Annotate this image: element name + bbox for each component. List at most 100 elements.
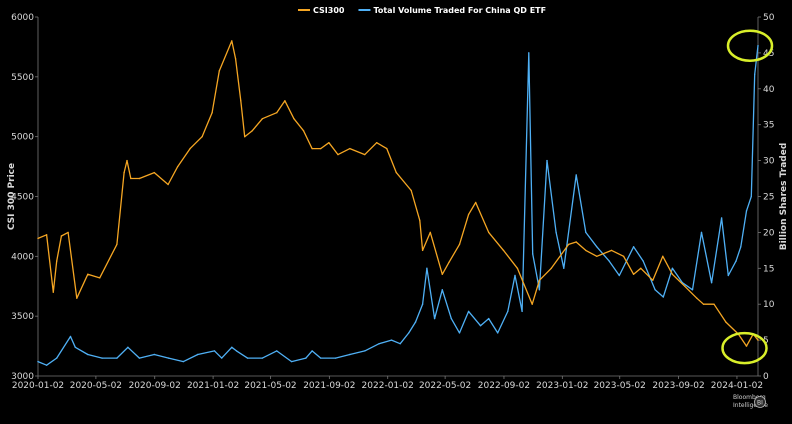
- annotation-circle-volume-peak: [726, 29, 774, 62]
- point-etf-volume: [745, 210, 748, 212]
- y-right-tick-label: 40: [763, 85, 775, 95]
- point-etf-volume: [671, 267, 674, 269]
- point-csi300: [52, 291, 54, 293]
- bloomberg-intelligence-logo: Bloomberg Intelligence BI: [733, 394, 768, 409]
- point-csi300: [60, 235, 63, 237]
- point-etf-volume: [514, 274, 516, 277]
- point-etf-volume: [426, 267, 428, 269]
- point-csi300: [337, 153, 339, 156]
- y-right-tick-label: 50: [763, 13, 775, 23]
- point-csi300: [662, 255, 664, 257]
- x-tick-label: 2022-01-02: [362, 381, 414, 391]
- point-etf-volume: [642, 260, 644, 262]
- point-csi300: [87, 273, 89, 275]
- point-csi300: [640, 267, 642, 269]
- point-csi300: [67, 231, 69, 234]
- series-line-csi300: [37, 40, 759, 347]
- point-etf-volume: [632, 246, 635, 248]
- point-csi300: [395, 171, 397, 174]
- point-etf-volume: [213, 350, 216, 352]
- point-etf-volume: [618, 274, 620, 277]
- point-etf-volume: [414, 321, 417, 323]
- point-etf-volume: [320, 357, 322, 359]
- point-csi300: [475, 201, 477, 204]
- x-tick-label: 2023-05-02: [594, 381, 646, 391]
- legend-label: Total Volume Traded For China QD ETF: [373, 6, 546, 15]
- point-csi300: [302, 130, 305, 132]
- point-csi300: [467, 213, 470, 216]
- point-csi300: [713, 303, 715, 305]
- point-etf-volume: [290, 360, 293, 363]
- point-etf-volume: [116, 357, 118, 359]
- point-etf-volume: [305, 357, 307, 359]
- point-csi300: [632, 273, 635, 275]
- point-csi300: [240, 100, 242, 102]
- point-csi300: [218, 70, 220, 72]
- point-csi300: [311, 147, 313, 150]
- point-csi300: [126, 159, 128, 162]
- x-tick-label: 2020-01-02: [12, 381, 64, 391]
- point-csi300: [567, 243, 570, 246]
- point-etf-volume: [754, 73, 756, 76]
- point-etf-volume: [246, 357, 249, 359]
- annotations-layer: [721, 29, 774, 365]
- point-csi300: [575, 241, 577, 243]
- point-csi300: [328, 142, 330, 144]
- y-left-tick-label: 5500: [11, 73, 34, 83]
- x-tick-label: 2021-09-02: [303, 381, 355, 391]
- point-csi300: [284, 100, 286, 102]
- y-left-tick-label: 3500: [11, 312, 34, 322]
- point-csi300: [516, 267, 519, 269]
- point-etf-volume: [408, 332, 410, 334]
- point-etf-volume: [458, 332, 461, 334]
- point-csi300: [671, 273, 674, 275]
- point-csi300: [211, 112, 213, 114]
- point-etf-volume: [74, 346, 77, 348]
- point-etf-volume: [378, 343, 380, 345]
- point-csi300: [123, 171, 125, 174]
- point-csi300: [138, 177, 141, 180]
- point-csi300: [261, 118, 264, 120]
- point-csi300: [189, 147, 191, 150]
- point-csi300: [410, 189, 412, 192]
- point-csi300: [234, 58, 237, 60]
- point-etf-volume: [334, 357, 337, 359]
- y-left-tick-label: 3000: [11, 372, 34, 382]
- point-csi300: [550, 267, 552, 269]
- point-csi300: [349, 147, 351, 150]
- point-csi300: [99, 277, 101, 279]
- point-csi300: [429, 231, 431, 234]
- point-etf-volume: [87, 353, 89, 356]
- point-etf-volume: [691, 289, 694, 291]
- y-left-tick-label: 4500: [11, 193, 34, 203]
- logo-text-line-1: Bloomberg: [733, 394, 766, 401]
- point-csi300: [244, 136, 246, 138]
- point-csi300: [585, 249, 587, 252]
- point-etf-volume: [56, 357, 58, 359]
- point-etf-volume: [390, 339, 393, 341]
- point-csi300: [458, 243, 461, 246]
- point-csi300: [251, 130, 253, 132]
- point-etf-volume: [575, 174, 577, 176]
- point-etf-volume: [127, 346, 129, 348]
- point-etf-volume: [197, 353, 199, 356]
- legend-label: CSI300: [313, 6, 345, 15]
- legend: CSI300 Total Volume Traded For China QD E…: [298, 6, 546, 15]
- point-csi300: [201, 136, 203, 138]
- y-right-tick-label: 15: [763, 264, 774, 274]
- point-etf-volume: [585, 231, 587, 234]
- point-csi300: [376, 142, 378, 144]
- point-etf-volume: [221, 357, 223, 359]
- point-csi300: [696, 297, 698, 299]
- point-csi300: [531, 303, 533, 305]
- point-csi300: [386, 147, 388, 150]
- point-csi300: [757, 339, 759, 341]
- point-etf-volume: [101, 357, 103, 359]
- point-etf-volume: [349, 353, 351, 356]
- x-tick-label: 2021-01-02: [187, 381, 239, 391]
- point-etf-volume: [231, 346, 233, 348]
- point-etf-volume: [450, 317, 452, 320]
- point-etf-volume: [45, 364, 48, 366]
